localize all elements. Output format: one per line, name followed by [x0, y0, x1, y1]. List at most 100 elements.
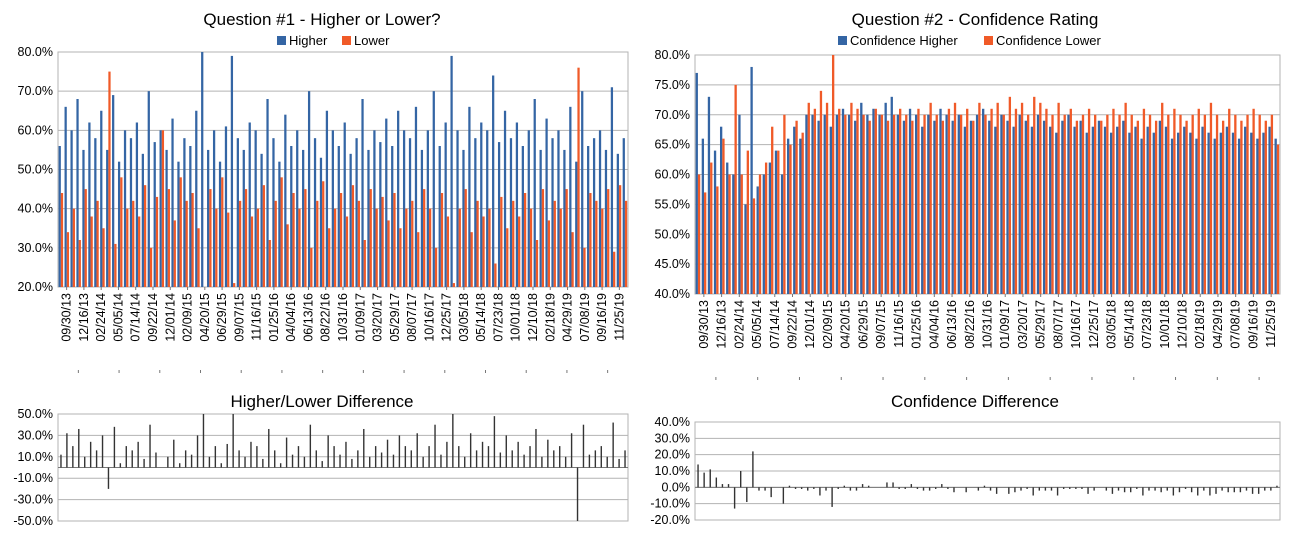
x-tick-label: 02/18/19	[543, 293, 557, 342]
legend-swatch-higher	[277, 36, 286, 45]
bar-lower	[518, 216, 521, 287]
y-tick-label: -10.0%	[650, 497, 690, 511]
x-tick-label: 12/10/18	[526, 293, 540, 342]
x-tick-label: 04/04/16	[284, 293, 298, 342]
bar-lower	[411, 200, 414, 287]
bar-lower	[387, 220, 390, 287]
bar-lower	[795, 120, 798, 294]
bar-lower	[697, 174, 701, 294]
bar-higher	[1134, 126, 1137, 294]
bar-higher	[1049, 126, 1052, 294]
bar-higher	[1018, 114, 1021, 294]
bar-higher	[756, 186, 759, 294]
bar-lower	[905, 114, 908, 294]
bar-lower	[1063, 114, 1066, 294]
bar-lower	[771, 126, 774, 294]
bar-lower	[333, 208, 337, 287]
y-tick-label: 60.0%	[18, 123, 53, 137]
bar-lower	[470, 232, 473, 287]
bar-lower	[1020, 102, 1024, 294]
bar-lower	[844, 114, 847, 294]
bar-higher	[224, 126, 228, 288]
bar-lower	[1228, 108, 1231, 295]
bar-lower	[529, 208, 533, 287]
bar-higher	[1122, 120, 1125, 294]
bar-lower	[911, 120, 914, 294]
bar-lower	[482, 216, 485, 287]
bar-lower	[369, 189, 372, 287]
bar-lower	[607, 189, 610, 287]
bar-higher	[58, 146, 61, 287]
bar-higher	[557, 130, 560, 287]
bar-lower	[262, 185, 265, 287]
bar-lower	[423, 189, 426, 287]
bar-lower	[126, 208, 129, 287]
bar-higher	[1091, 126, 1095, 294]
bar-lower	[488, 208, 491, 287]
bar-higher	[468, 106, 471, 287]
bar-lower	[434, 247, 438, 287]
bar-lower	[1136, 120, 1139, 294]
bar-lower	[1191, 114, 1194, 294]
y-tick-label: 0.0%	[662, 480, 691, 494]
bar-higher	[367, 149, 370, 287]
bar-lower	[316, 200, 319, 287]
chart-title: Question #2 - Confidence Rating	[852, 10, 1099, 29]
bar-lower	[813, 108, 817, 295]
bar-lower	[716, 186, 719, 294]
bar-lower	[1130, 114, 1133, 294]
bar-lower	[155, 196, 159, 287]
bar-lower	[783, 114, 786, 294]
bar-lower	[72, 208, 75, 287]
x-tick-label: 02/09/15	[821, 300, 835, 349]
bar-lower	[886, 120, 890, 294]
bar-lower	[1246, 114, 1249, 294]
bar-lower	[363, 240, 366, 287]
bar-higher	[462, 149, 465, 287]
bar-higher	[604, 149, 608, 287]
bar-higher	[719, 126, 723, 294]
bar-higher	[1097, 120, 1101, 294]
bar-lower	[328, 228, 331, 287]
bar-higher	[236, 138, 239, 287]
bar-higher	[1042, 120, 1046, 294]
bar-lower	[66, 232, 70, 287]
bar-higher	[1030, 126, 1034, 294]
y-tick-label: 75.0%	[655, 78, 690, 92]
bar-higher	[123, 130, 127, 287]
bar-lower	[1221, 120, 1225, 294]
bar-higher	[927, 114, 930, 294]
bar-higher	[610, 87, 614, 287]
bar-lower	[583, 247, 586, 287]
bar-lower	[1252, 108, 1255, 295]
bar-higher	[141, 153, 144, 287]
bar-lower	[120, 177, 123, 287]
bar-lower	[1197, 108, 1200, 295]
bar-higher	[76, 99, 79, 287]
bar-higher	[982, 108, 985, 295]
bar-higher	[189, 146, 192, 287]
bar-higher	[414, 106, 418, 287]
bar-lower	[78, 240, 81, 287]
x-tick-label: 09/22/14	[786, 300, 800, 349]
bar-higher	[701, 138, 705, 294]
bar-lower	[899, 108, 902, 295]
bar-higher	[908, 108, 912, 295]
bar-higher	[444, 122, 447, 287]
bar-lower	[322, 181, 325, 287]
bar-higher	[860, 102, 863, 294]
bar-lower	[618, 185, 622, 287]
x-tick-label: 07/14/14	[768, 300, 782, 349]
bar-higher	[921, 126, 924, 294]
bar-higher	[1244, 126, 1247, 294]
bar-higher	[177, 161, 180, 287]
bar-lower	[476, 200, 479, 287]
x-tick-label: 11/25/19	[1264, 300, 1278, 348]
bar-lower	[777, 150, 780, 294]
bar-lower	[535, 240, 539, 287]
bar-higher	[343, 122, 346, 287]
bar-lower	[464, 189, 467, 287]
bar-lower	[298, 208, 301, 287]
bar-higher	[266, 99, 269, 287]
bar-lower	[399, 228, 402, 287]
